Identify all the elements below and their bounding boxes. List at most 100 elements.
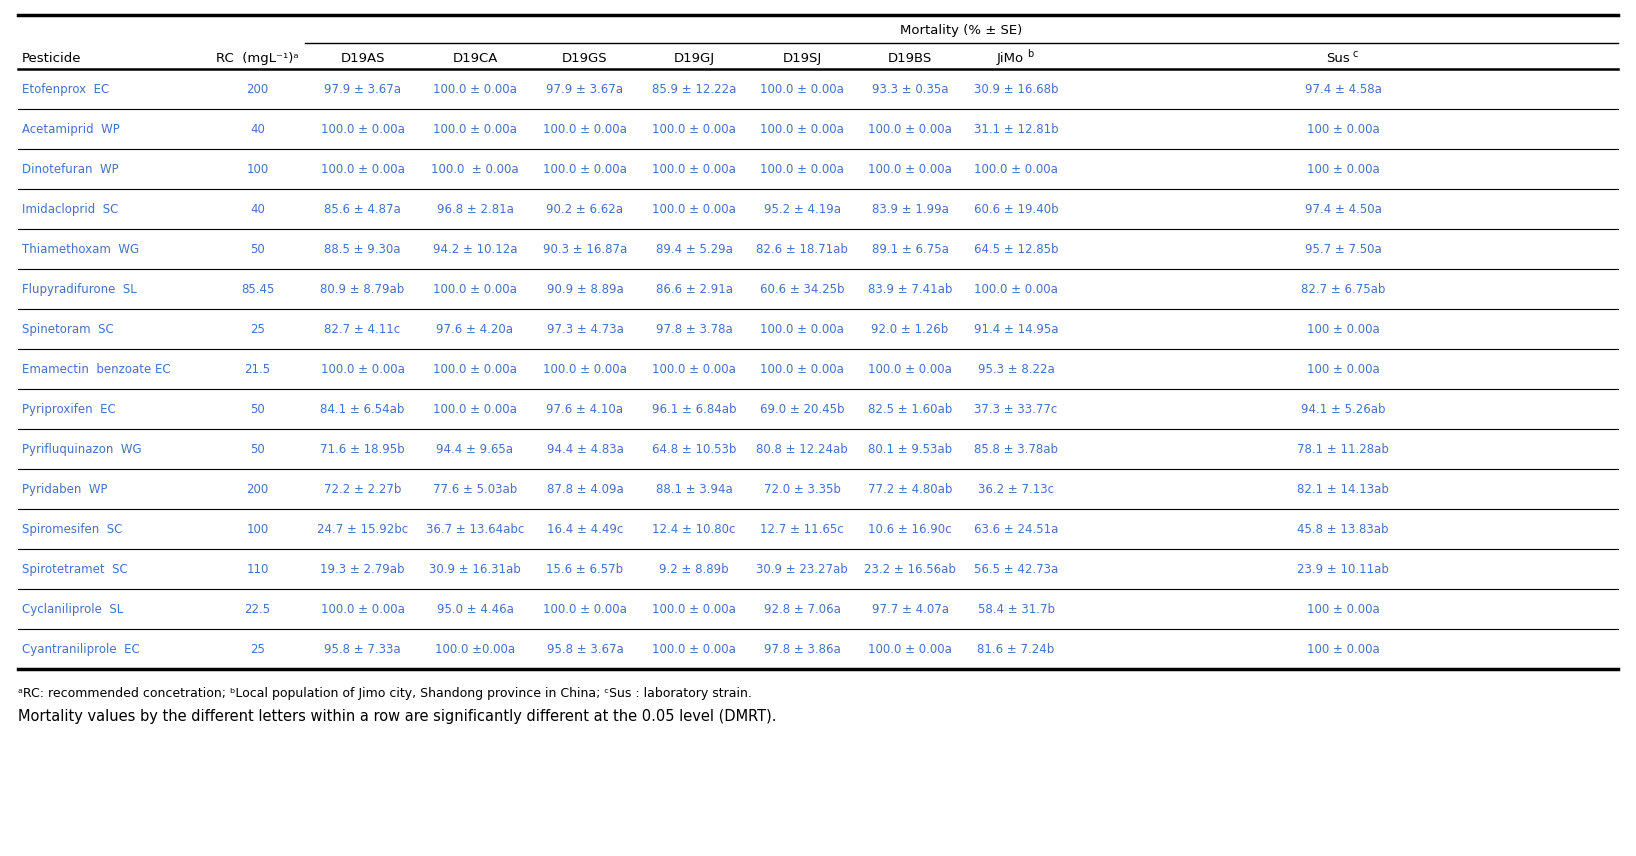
Text: 64.5 ± 12.85b: 64.5 ± 12.85b [973, 243, 1058, 256]
Text: 36.7 ± 13.64abc: 36.7 ± 13.64abc [425, 523, 524, 537]
Text: 56.5 ± 42.73a: 56.5 ± 42.73a [973, 563, 1058, 576]
Text: 37.3 ± 33.77c: 37.3 ± 33.77c [975, 403, 1057, 416]
Text: Dinotefuran  WP: Dinotefuran WP [21, 163, 119, 176]
Text: Emamectin  benzoate EC: Emamectin benzoate EC [21, 363, 170, 377]
Text: 63.6 ± 24.51a: 63.6 ± 24.51a [973, 523, 1058, 537]
Text: 100.0 ± 0.00a: 100.0 ± 0.00a [653, 644, 736, 657]
Text: 97.8 ± 3.86a: 97.8 ± 3.86a [764, 644, 841, 657]
Text: 30.9 ± 23.27ab: 30.9 ± 23.27ab [756, 563, 847, 576]
Text: D19SJ: D19SJ [782, 52, 821, 65]
Text: 80.1 ± 9.53ab: 80.1 ± 9.53ab [869, 443, 952, 456]
Text: 95.2 ± 4.19a: 95.2 ± 4.19a [764, 204, 841, 217]
Text: 92.0 ± 1.26b: 92.0 ± 1.26b [872, 324, 949, 336]
Text: 82.1 ± 14.13ab: 82.1 ± 14.13ab [1297, 484, 1389, 496]
Text: 100.0 ± 0.00a: 100.0 ± 0.00a [869, 123, 952, 136]
Text: 100.0 ± 0.00a: 100.0 ± 0.00a [761, 83, 844, 97]
Text: c: c [1353, 49, 1358, 58]
Text: 100: 100 [247, 523, 268, 537]
Text: 30.9 ± 16.68b: 30.9 ± 16.68b [973, 83, 1058, 97]
Text: 89.4 ± 5.29a: 89.4 ± 5.29a [656, 243, 733, 256]
Text: Sus: Sus [1327, 52, 1350, 65]
Text: 90.3 ± 16.87a: 90.3 ± 16.87a [543, 243, 627, 256]
Text: 100.0 ± 0.00a: 100.0 ± 0.00a [321, 363, 404, 377]
Text: 95.7 ± 7.50a: 95.7 ± 7.50a [1304, 243, 1381, 256]
Text: 100 ± 0.00a: 100 ± 0.00a [1307, 644, 1379, 657]
Text: Pyrifluquinazon  WG: Pyrifluquinazon WG [21, 443, 142, 456]
Text: 100.0 ± 0.00a: 100.0 ± 0.00a [434, 403, 517, 416]
Text: 85.9 ± 12.22a: 85.9 ± 12.22a [651, 83, 736, 97]
Text: Pesticide: Pesticide [21, 52, 82, 65]
Text: 45.8 ± 13.83ab: 45.8 ± 13.83ab [1297, 523, 1389, 537]
Text: 30.9 ± 16.31ab: 30.9 ± 16.31ab [429, 563, 520, 576]
Text: 83.9 ± 1.99a: 83.9 ± 1.99a [872, 204, 949, 217]
Text: 100.0 ± 0.00a: 100.0 ± 0.00a [869, 363, 952, 377]
Text: 200: 200 [247, 83, 268, 97]
Text: 100: 100 [247, 163, 268, 176]
Text: 85.8 ± 3.78ab: 85.8 ± 3.78ab [973, 443, 1058, 456]
Text: 100.0 ± 0.00a: 100.0 ± 0.00a [869, 644, 952, 657]
Text: b: b [1027, 49, 1032, 58]
Text: 95.0 ± 4.46a: 95.0 ± 4.46a [437, 603, 514, 616]
Text: 97.9 ± 3.67a: 97.9 ± 3.67a [546, 83, 623, 97]
Text: D19GS: D19GS [563, 52, 609, 65]
Text: 96.1 ± 6.84ab: 96.1 ± 6.84ab [651, 403, 736, 416]
Text: 22.5: 22.5 [244, 603, 270, 616]
Text: 25: 25 [250, 324, 265, 336]
Text: 100.0 ± 0.00a: 100.0 ± 0.00a [434, 123, 517, 136]
Text: 100.0 ± 0.00a: 100.0 ± 0.00a [434, 83, 517, 97]
Text: 97.6 ± 4.20a: 97.6 ± 4.20a [437, 324, 514, 336]
Text: 100 ± 0.00a: 100 ± 0.00a [1307, 163, 1379, 176]
Text: 100 ± 0.00a: 100 ± 0.00a [1307, 123, 1379, 136]
Text: 90.2 ± 6.62a: 90.2 ± 6.62a [546, 204, 623, 217]
Text: 100.0 ± 0.00a: 100.0 ± 0.00a [761, 123, 844, 136]
Text: 100.0 ± 0.00a: 100.0 ± 0.00a [543, 603, 627, 616]
Text: 100.0 ± 0.00a: 100.0 ± 0.00a [543, 163, 627, 176]
Text: Thiamethoxam  WG: Thiamethoxam WG [21, 243, 139, 256]
Text: JiMo: JiMo [996, 52, 1024, 65]
Text: Pyriproxifen  EC: Pyriproxifen EC [21, 403, 116, 416]
Text: 85.6 ± 4.87a: 85.6 ± 4.87a [324, 204, 401, 217]
Text: 88.1 ± 3.94a: 88.1 ± 3.94a [656, 484, 733, 496]
Text: 85.45: 85.45 [240, 283, 275, 296]
Text: 100.0 ± 0.00a: 100.0 ± 0.00a [653, 363, 736, 377]
Text: 100.0 ± 0.00a: 100.0 ± 0.00a [543, 123, 627, 136]
Text: 90.9 ± 8.89a: 90.9 ± 8.89a [546, 283, 623, 296]
Text: 78.1 ± 11.28ab: 78.1 ± 11.28ab [1297, 443, 1389, 456]
Text: 93.3 ± 0.35a: 93.3 ± 0.35a [872, 83, 949, 97]
Text: 100.0 ± 0.00a: 100.0 ± 0.00a [973, 163, 1058, 176]
Text: 50: 50 [250, 443, 265, 456]
Text: 82.7 ± 6.75ab: 82.7 ± 6.75ab [1301, 283, 1386, 296]
Text: 10.6 ± 16.90c: 10.6 ± 16.90c [869, 523, 952, 537]
Text: 16.4 ± 4.49c: 16.4 ± 4.49c [546, 523, 623, 537]
Text: 97.9 ± 3.67a: 97.9 ± 3.67a [324, 83, 401, 97]
Text: 24.7 ± 15.92bc: 24.7 ± 15.92bc [317, 523, 407, 537]
Text: 82.6 ± 18.71ab: 82.6 ± 18.71ab [756, 243, 847, 256]
Text: 60.6 ± 34.25b: 60.6 ± 34.25b [759, 283, 844, 296]
Text: 94.2 ± 10.12a: 94.2 ± 10.12a [434, 243, 517, 256]
Text: 100.0 ± 0.00a: 100.0 ± 0.00a [321, 603, 404, 616]
Text: Cyantraniliprole  EC: Cyantraniliprole EC [21, 644, 139, 657]
Text: Spiromesifen  SC: Spiromesifen SC [21, 523, 123, 537]
Text: 64.8 ± 10.53b: 64.8 ± 10.53b [651, 443, 736, 456]
Text: 19.3 ± 2.79ab: 19.3 ± 2.79ab [321, 563, 404, 576]
Text: Mortality values by the different letters within a row are significantly differe: Mortality values by the different letter… [18, 709, 777, 724]
Text: 81.6 ± 7.24b: 81.6 ± 7.24b [977, 644, 1055, 657]
Text: 40: 40 [250, 204, 265, 217]
Text: Etofenprox  EC: Etofenprox EC [21, 83, 110, 97]
Text: 50: 50 [250, 243, 265, 256]
Text: 100.0 ± 0.00a: 100.0 ± 0.00a [434, 283, 517, 296]
Text: D19CA: D19CA [452, 52, 497, 65]
Text: 100.0  ± 0.00a: 100.0 ± 0.00a [432, 163, 519, 176]
Text: 91.4 ± 14.95a: 91.4 ± 14.95a [973, 324, 1058, 336]
Text: Flupyradifurone  SL: Flupyradifurone SL [21, 283, 137, 296]
Text: 21.5: 21.5 [244, 363, 270, 377]
Text: 100.0 ± 0.00a: 100.0 ± 0.00a [434, 363, 517, 377]
Text: 9.2 ± 8.89b: 9.2 ± 8.89b [659, 563, 728, 576]
Text: 97.4 ± 4.58a: 97.4 ± 4.58a [1304, 83, 1381, 97]
Text: 77.2 ± 4.80ab: 77.2 ± 4.80ab [867, 484, 952, 496]
Text: 23.9 ± 10.11ab: 23.9 ± 10.11ab [1297, 563, 1389, 576]
Text: 12.7 ± 11.65c: 12.7 ± 11.65c [761, 523, 844, 537]
Text: 110: 110 [247, 563, 268, 576]
Text: 58.4 ± 31.7b: 58.4 ± 31.7b [977, 603, 1055, 616]
Text: 82.5 ± 1.60ab: 82.5 ± 1.60ab [867, 403, 952, 416]
